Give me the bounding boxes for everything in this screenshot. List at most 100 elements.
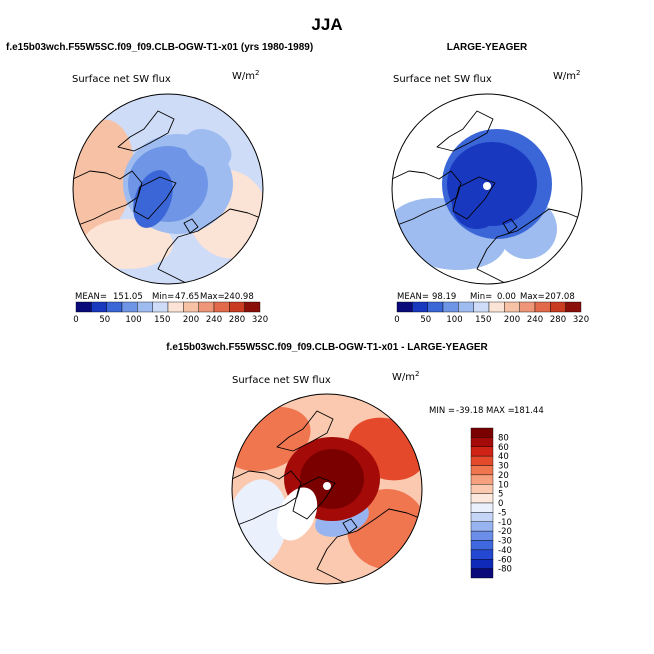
panel-obs-stats: MEAN= 98.19 Min= 0.00 Max= 207.08 (397, 292, 575, 302)
panel-diff-min-value: -39.18 (456, 406, 483, 416)
colorbar-tick-label: 20 (498, 471, 509, 481)
colorbar-tick-label: -60 (498, 555, 512, 565)
colorbar-swatch (137, 301, 153, 313)
colorbar-tick-label: 0 (498, 499, 503, 509)
panel-obs-min-label: Min= (470, 292, 492, 302)
colorbar-tick-label: 60 (498, 443, 509, 453)
colorbar-swatch (152, 301, 169, 313)
colorbar-swatch (75, 301, 92, 313)
land-greenland (292, 476, 336, 520)
colorbar-tick-label: -80 (498, 565, 512, 575)
colorbar-swatch (470, 455, 494, 466)
panel-obs-map (392, 94, 582, 284)
colorbar-tick-label: 320 (573, 315, 589, 325)
colorbar-swatch (412, 301, 428, 313)
panel-diff-map-border (231, 393, 423, 585)
region-greenland (276, 487, 318, 541)
colorbar-swatch (470, 484, 494, 494)
panel-model-map (73, 94, 263, 284)
colorbar-tick-label: -30 (498, 537, 512, 547)
panel-obs-title: LARGE-YEAGER (447, 42, 528, 53)
colorbar-swatch (470, 559, 494, 569)
land-eurasia (316, 508, 422, 584)
panel-diff-min-label: MIN = (429, 406, 455, 416)
panel-obs-max-label: Max= (520, 292, 545, 302)
colorbar-tick-label: 50 (99, 315, 110, 325)
panel-diff-units: W/m2 (392, 370, 419, 383)
land-north-america (392, 170, 462, 228)
land-greenland (452, 176, 496, 220)
north-pole-hole (323, 482, 331, 490)
region-siberian-shelf (184, 129, 232, 169)
land-scandinavia-islands (502, 218, 518, 234)
land-siberia (436, 110, 494, 152)
region-arctic-ocean-inner (300, 449, 364, 509)
land-siberia (276, 410, 334, 452)
colorbar-swatch (427, 301, 444, 313)
colorbar-swatch (213, 301, 230, 313)
colorbar-swatch (470, 446, 494, 457)
colorbar-swatch (470, 502, 494, 513)
colorbar-tick-label: 240 (527, 315, 543, 325)
colorbar-tick-label: 280 (550, 315, 566, 325)
colorbar-swatch (91, 301, 107, 313)
colorbar-tick-label: 200 (504, 315, 520, 325)
colorbar-tick-label: 100 (446, 315, 462, 325)
colorbar-swatch (470, 493, 494, 504)
colorbar-tick-label: 200 (183, 315, 199, 325)
colorbar-swatch (183, 301, 199, 313)
panel-diff-max-value: 181.44 (514, 406, 544, 416)
land-eurasia (476, 208, 582, 284)
colorbar-swatch (550, 301, 566, 313)
colorbar-swatch (470, 465, 494, 476)
panel-obs-min-value: 0.00 (497, 292, 516, 302)
colorbar-tick-label: -40 (498, 546, 512, 556)
panel-model-colorbar: 0 50 100 150 200 240 280 320 (73, 301, 268, 325)
panel-obs-max-value: 207.08 (545, 292, 575, 302)
panel-obs-map-border (391, 93, 583, 285)
colorbar-tick-label: 320 (252, 315, 268, 325)
colorbar-tick-label: 0 (73, 315, 78, 325)
panel-model-min-value: 47.65 (175, 292, 199, 302)
colorbar-tick-label: 80 (498, 433, 509, 443)
colorbar-tick-label: -10 (498, 518, 512, 528)
land-north-america (73, 170, 143, 228)
colorbar-swatch (470, 521, 494, 532)
colorbar-tick-label: 150 (475, 315, 491, 325)
panel-obs-mean-label: MEAN= (397, 292, 429, 302)
colorbar-swatch (470, 512, 494, 522)
colorbar-swatch (470, 530, 494, 541)
panel-diff: f.e15b03wch.F55W5SC.f09_f09.CLB-OGW-T1-x… (166, 342, 544, 585)
colorbar-tick-label: 40 (498, 452, 509, 462)
colorbar-swatch (488, 301, 505, 313)
panel-diff-variable: Surface net SW flux (232, 375, 331, 386)
colorbar-tick-label: 280 (229, 315, 245, 325)
colorbar-tick-label: 100 (125, 315, 141, 325)
region-north-america (83, 219, 173, 269)
colorbar-swatch (534, 301, 551, 313)
panel-model-map-border (72, 93, 264, 285)
land-siberia (117, 110, 175, 152)
panel-diff-map (232, 394, 422, 584)
panel-obs-colorbar: 0 50 100 150 200 240 280 320 (394, 301, 589, 325)
panel-obs-mean-value: 98.19 (432, 292, 456, 302)
colorbar-swatch (106, 301, 123, 313)
colorbar-swatch (504, 301, 520, 313)
panel-diff-stats: MIN = -39.18 MAX = 181.44 (429, 406, 544, 416)
panel-model-variable: Surface net SW flux (72, 74, 171, 85)
panel-model-mean-label: MEAN= (75, 292, 107, 302)
colorbar-swatch (470, 474, 494, 485)
land-greenland (133, 176, 177, 220)
colorbar-tick-label: 10 (498, 480, 509, 490)
colorbar-tick-label: 30 (498, 462, 509, 472)
north-pole-hole (483, 182, 491, 190)
colorbar-tick-label: 0 (394, 315, 399, 325)
region-greenland-ice (133, 170, 173, 228)
panel-model-mean-value: 151.05 (113, 292, 143, 302)
colorbar-swatch (470, 568, 494, 579)
panel-model-title: f.e15b03wch.F55W5SC.f09_f09.CLB-OGW-T1-x… (6, 42, 313, 53)
colorbar-swatch (473, 301, 490, 313)
colorbar-swatch (458, 301, 474, 313)
colorbar-swatch (167, 301, 184, 313)
